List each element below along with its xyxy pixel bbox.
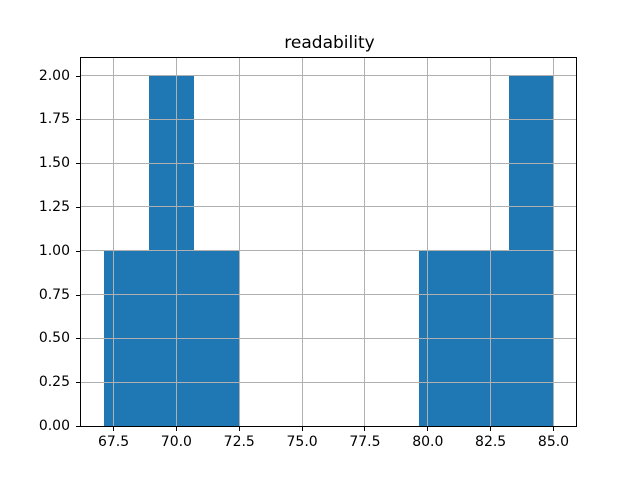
x-tick-mark (490, 427, 492, 431)
y-tick-mark (76, 250, 80, 252)
x-tick-label: 77.5 (349, 434, 381, 450)
y-tick-label: 0.25 (38, 374, 70, 391)
x-tick-label: 75.0 (286, 434, 318, 450)
x-tick-label: 67.5 (97, 434, 130, 450)
y-tick-mark (76, 119, 80, 121)
y-tick-label: 1.50 (38, 155, 70, 172)
chart-title: readability (284, 33, 375, 53)
y-tick-mark (76, 426, 80, 427)
gridline-horizontal (81, 162, 576, 164)
y-tick-label: 1.75 (38, 111, 70, 128)
x-tick-label: 70.0 (160, 434, 192, 450)
gridline-horizontal (81, 381, 576, 383)
gridline-horizontal (81, 250, 576, 252)
y-tick-mark (76, 382, 80, 384)
x-tick-mark (301, 427, 303, 431)
gridline-horizontal (81, 118, 576, 120)
x-tick-label: 82.5 (475, 434, 507, 450)
gridline-vertical (238, 58, 240, 426)
y-tick-mark (76, 206, 80, 208)
x-tick-mark (364, 427, 366, 431)
gridline-vertical (490, 58, 492, 426)
y-tick-mark (76, 338, 80, 340)
y-tick-label: 0.00 (38, 418, 70, 434)
gridline-vertical (175, 58, 177, 426)
gridline-vertical (301, 58, 303, 426)
x-tick-mark (238, 427, 240, 431)
gridline-vertical (553, 58, 554, 426)
y-tick-label: 1.00 (38, 242, 70, 259)
y-tick-label: 0.50 (38, 330, 70, 347)
gridline-vertical (113, 58, 115, 426)
gridline-horizontal (81, 206, 576, 208)
y-tick-label: 2.00 (38, 67, 70, 84)
plot-area (80, 57, 577, 427)
y-tick-label: 1.25 (38, 198, 70, 215)
y-tick-label: 0.75 (38, 286, 70, 303)
x-tick-label: 80.0 (412, 434, 444, 450)
gridline-horizontal (81, 294, 576, 296)
y-tick-mark (76, 75, 80, 77)
x-tick-label: 72.5 (223, 434, 255, 450)
gridline-horizontal (81, 75, 576, 77)
x-tick-mark (553, 427, 554, 431)
x-tick-mark (113, 427, 115, 431)
x-tick-mark (175, 427, 177, 431)
gridline-vertical (427, 58, 429, 426)
gridline-horizontal (81, 337, 576, 339)
y-tick-mark (76, 163, 80, 165)
gridline-horizontal (81, 425, 576, 426)
x-tick-label: 85.0 (537, 434, 570, 450)
gridline-vertical (364, 58, 366, 426)
x-tick-mark (427, 427, 429, 431)
y-tick-mark (76, 294, 80, 296)
